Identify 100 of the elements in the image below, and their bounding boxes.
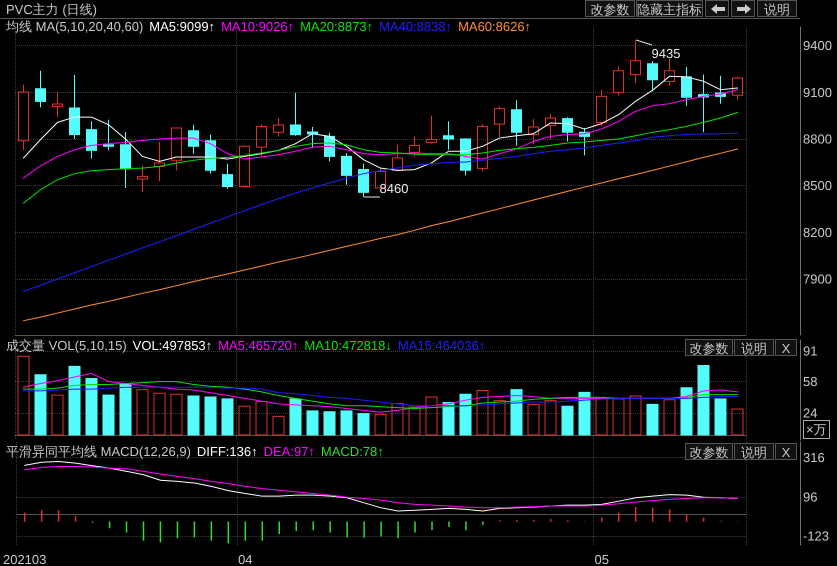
candlestick xyxy=(137,165,148,192)
y-tick-label: 8800 xyxy=(803,132,832,146)
candlestick xyxy=(511,100,522,146)
bar xyxy=(256,401,268,436)
bar xyxy=(494,400,506,436)
bar xyxy=(698,365,710,436)
bar xyxy=(136,389,148,436)
y-tick-label: 91 xyxy=(803,344,818,359)
line-series xyxy=(23,132,738,292)
candlestick xyxy=(358,163,369,198)
annotation: 说明 xyxy=(734,339,774,356)
bar xyxy=(154,392,166,436)
text: MA5:9099↑ xyxy=(149,19,216,34)
candlestick xyxy=(681,66,692,106)
candlestick xyxy=(477,124,488,172)
bar xyxy=(646,404,658,436)
candlestick xyxy=(35,70,46,108)
y-tick-label: 7900 xyxy=(803,272,832,286)
candlestick xyxy=(273,118,284,137)
line-series xyxy=(23,148,738,322)
candlestick xyxy=(596,89,607,126)
bar xyxy=(578,392,590,436)
bar xyxy=(680,387,692,436)
bar xyxy=(392,402,404,436)
bar xyxy=(238,406,250,436)
bar xyxy=(664,399,676,436)
bar xyxy=(510,389,522,436)
candlestick xyxy=(239,144,250,188)
candlestick xyxy=(443,120,454,150)
candlestick xyxy=(630,40,641,84)
candlestick xyxy=(698,74,709,133)
bar xyxy=(324,411,336,436)
bar xyxy=(612,398,624,436)
y-tick-label: 8200 xyxy=(803,224,832,240)
candlestick xyxy=(69,74,80,140)
y-axis-title: ×万 xyxy=(803,420,830,439)
line-series xyxy=(23,112,738,204)
series-label: DIFF:136↑ xyxy=(196,444,258,459)
bar xyxy=(222,398,234,436)
annotation: 8460 xyxy=(380,181,408,196)
bar xyxy=(306,410,318,436)
chart-title: PVC主力 (日线) xyxy=(6,1,97,19)
text: MA15:464036↑ xyxy=(398,338,486,353)
bar xyxy=(86,378,98,436)
text: X xyxy=(775,339,797,356)
text: 说明 xyxy=(757,0,797,17)
y-tick-label: 58 xyxy=(803,374,818,390)
line-series xyxy=(23,386,738,406)
bar xyxy=(442,402,454,436)
text: DEA:97↑ xyxy=(264,444,315,459)
annotation: 改参数 xyxy=(685,443,733,460)
candlestick xyxy=(120,132,131,188)
candlestick xyxy=(86,120,97,159)
candlestick xyxy=(613,66,624,96)
y-tick-label: 24 xyxy=(803,406,818,421)
candlestick xyxy=(341,152,352,186)
text: MA10:9026↑ xyxy=(221,19,294,34)
bar xyxy=(68,366,80,436)
candlestick xyxy=(426,115,437,144)
candlestick xyxy=(256,124,267,157)
candlestick xyxy=(171,126,182,171)
y-tick-label: 316 xyxy=(803,450,825,466)
legend-title: 成交量 VOL(5,10,15) xyxy=(6,338,127,353)
annotation: 9435 xyxy=(652,46,680,62)
bar xyxy=(188,396,200,436)
candlestick xyxy=(494,106,505,138)
line-series xyxy=(23,372,738,413)
text: MA40:8838↑ xyxy=(379,19,452,34)
candlestick xyxy=(664,58,675,86)
bar xyxy=(120,384,132,436)
candlestick xyxy=(409,136,420,157)
text: MACD:78↑ xyxy=(320,444,384,459)
y-tick-label: -123 xyxy=(803,528,830,544)
text: MA10:472818↓ xyxy=(304,338,392,353)
candlestick xyxy=(188,124,199,154)
line-series xyxy=(24,466,738,508)
x-tick-label: 05 xyxy=(594,552,609,566)
candlestick xyxy=(562,116,573,142)
bar xyxy=(102,394,114,436)
bar xyxy=(426,396,438,436)
text: 隐藏主指标 xyxy=(636,0,703,17)
bar xyxy=(340,410,352,436)
y-tick-label: 9400 xyxy=(803,38,832,54)
y-tick-label: 8500 xyxy=(803,178,832,194)
candlestick xyxy=(732,76,743,100)
x-tick-label: 202103 xyxy=(2,552,46,566)
line-series xyxy=(23,381,738,410)
line-series xyxy=(23,76,738,171)
candlestick xyxy=(307,126,318,149)
bar xyxy=(204,396,216,436)
text: X xyxy=(775,443,797,460)
bar xyxy=(290,398,302,436)
candlestick xyxy=(392,144,403,171)
bar xyxy=(52,394,64,436)
bar xyxy=(408,406,420,436)
bar xyxy=(732,408,744,436)
bar xyxy=(714,398,726,436)
text: MA20:8873↑ xyxy=(300,19,374,34)
bar xyxy=(562,406,574,436)
bar xyxy=(476,390,488,436)
